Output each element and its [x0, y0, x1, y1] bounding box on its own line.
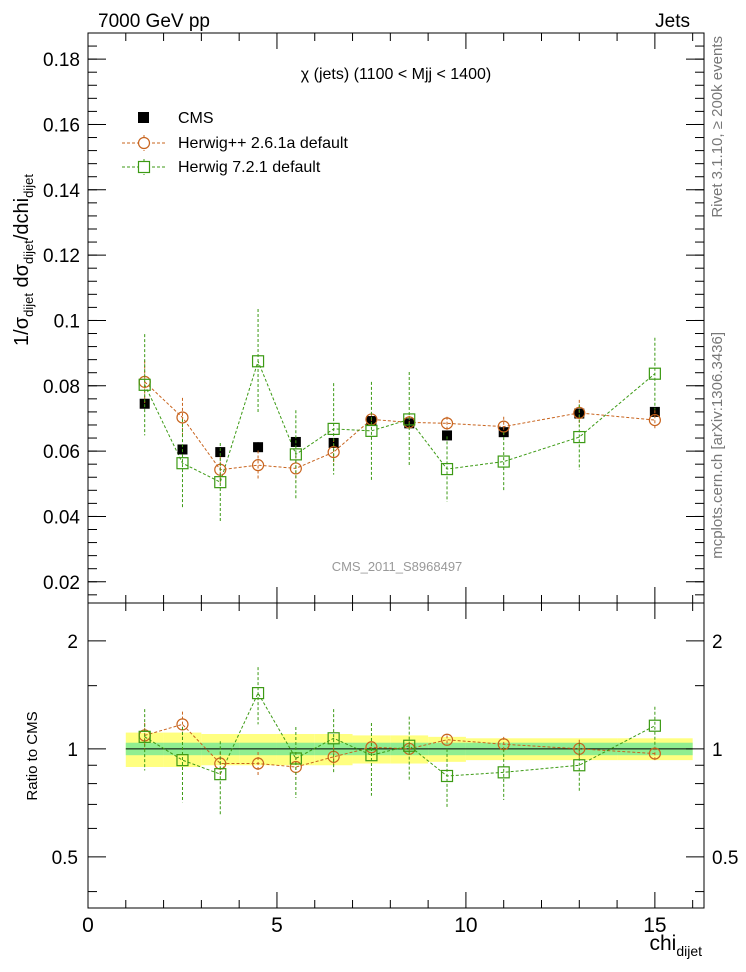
- ratio-herwig7-point: [403, 739, 416, 752]
- herwigpp-point: [251, 459, 265, 472]
- rivet-label: Rivet 3.1.10, ≥ 200k events: [709, 36, 726, 218]
- cms-point: [139, 398, 150, 409]
- chart-title: χ (jets) (1100 < Mjj < 1400): [301, 66, 491, 83]
- legend-cms-marker: [138, 112, 149, 123]
- legend-herwigpp-marker: [137, 136, 151, 150]
- ratio-herwig7-point: [251, 687, 265, 700]
- legend-item-herwig7: Herwig 7.2.1 default: [122, 159, 321, 176]
- main-ytick-label: 0.02: [43, 573, 80, 594]
- herwig7-point: [214, 476, 227, 489]
- herwigpp-point: [327, 445, 340, 459]
- ratio-ytick-label-left: 0.5: [52, 848, 78, 869]
- herwig7-point: [648, 367, 661, 380]
- main-ytick-label: 0.18: [43, 50, 80, 71]
- herwigpp-point: [176, 411, 189, 424]
- main-ytick-label: 0.12: [43, 246, 80, 267]
- ratio-ytick-label-right: 1: [712, 740, 723, 761]
- ratio-herwig7-point: [573, 759, 586, 772]
- cms-point: [328, 437, 339, 448]
- ratio-herwig7-point: [327, 732, 340, 745]
- xtick-label: 15: [643, 914, 666, 937]
- ratio-herwigpp-point: [648, 747, 661, 760]
- mcplots-label: mcplots.cern.ch [arXiv:1306.3436]: [709, 332, 726, 559]
- herwig7-point: [327, 422, 340, 435]
- ratio-panel: 0.5 0.5 1 1 2 2 0 5 10 15 Ratio to CMS chidijet: [24, 602, 738, 959]
- herwig7-point: [573, 430, 586, 444]
- ratio-herwig7-point: [648, 719, 661, 732]
- ratio-panel-frame: [87, 602, 705, 909]
- ratio-herwigpp-point: [365, 741, 378, 754]
- legend-item-cms: CMS: [138, 110, 214, 127]
- cms-point: [253, 442, 264, 453]
- main-series-line: [144, 381, 655, 471]
- herwig7-point: [289, 448, 302, 461]
- main-series-line: [144, 359, 656, 483]
- ratio-ytick-label-right: 0.5: [712, 848, 738, 869]
- legend-cms-label: CMS: [178, 110, 214, 127]
- legend-item-herwigpp: Herwig++ 2.6.1a default: [122, 135, 348, 152]
- cms-point: [442, 430, 453, 441]
- ratio-ytick-label-left: 2: [67, 632, 78, 653]
- ratio-herwigpp-point: [251, 757, 265, 770]
- herwig7-point: [365, 424, 378, 437]
- header-right-label: Jets: [655, 11, 690, 32]
- cms-point: [366, 416, 377, 427]
- ratio-herwigpp-point: [440, 733, 454, 746]
- herwigpp-point: [440, 417, 454, 430]
- ratio-herwig7-point: [138, 730, 151, 743]
- herwig7-point: [176, 457, 189, 470]
- ratio-herwig7-point: [497, 766, 510, 779]
- main-y-axis-label: 1/σdijet dσdijet/dchidijet: [11, 174, 36, 346]
- herwigpp-point: [497, 420, 510, 433]
- main-ytick-label: 0.04: [43, 507, 80, 528]
- xtick-label: 10: [454, 914, 477, 937]
- ratio-herwig7-point: [289, 752, 302, 765]
- herwig7-point: [497, 455, 510, 468]
- ratio-herwig7-point: [176, 754, 189, 767]
- herwig7-point: [251, 355, 265, 368]
- cms-point: [215, 447, 226, 458]
- xtick-label: 0: [82, 914, 94, 937]
- herwig7-point: [440, 462, 454, 476]
- ratio-herwig7-point: [214, 768, 227, 781]
- main-ytick-label: 0.06: [43, 442, 80, 463]
- herwig7-point: [403, 413, 416, 426]
- xtick-label: 5: [271, 914, 283, 937]
- main-ytick-label: 0.14: [43, 181, 80, 202]
- ratio-herwig7-point: [440, 769, 454, 783]
- ratio-ytick-label-right: 2: [712, 632, 723, 653]
- herwigpp-point: [648, 413, 661, 427]
- cms-point: [574, 408, 585, 419]
- main-ytick-label: 0.16: [43, 115, 80, 136]
- ratio-ytick-label-left: 1: [67, 740, 78, 761]
- legend: CMS Herwig++ 2.6.1a default Herwig 7.2.1…: [122, 110, 348, 176]
- main-ytick-label: 0.08: [43, 377, 80, 398]
- main-panel: 0.02 0.04 0.06 0.08 0.1 0.12 0.14 0.16 0.18 χ (j…: [11, 32, 705, 604]
- ratio-series-line: [144, 692, 656, 777]
- x-axis-label: chidijet: [649, 932, 702, 959]
- main-ylabel-text: 1/σdijet dσdijet/dchidijet: [11, 174, 36, 346]
- header-left-label: 7000 GeV pp: [98, 11, 210, 32]
- main-ytick-label: 0.1: [54, 311, 80, 332]
- legend-herwigpp-label: Herwig++ 2.6.1a default: [178, 135, 348, 152]
- legend-herwig7-marker: [137, 160, 151, 174]
- ratio-y-axis-label: Ratio to CMS: [24, 711, 41, 800]
- ratio-herwig7-point: [365, 749, 378, 762]
- legend-herwig7-label: Herwig 7.2.1 default: [178, 159, 321, 176]
- herwig7-point: [138, 378, 151, 391]
- watermark-label: CMS_2011_S8968497: [332, 559, 463, 574]
